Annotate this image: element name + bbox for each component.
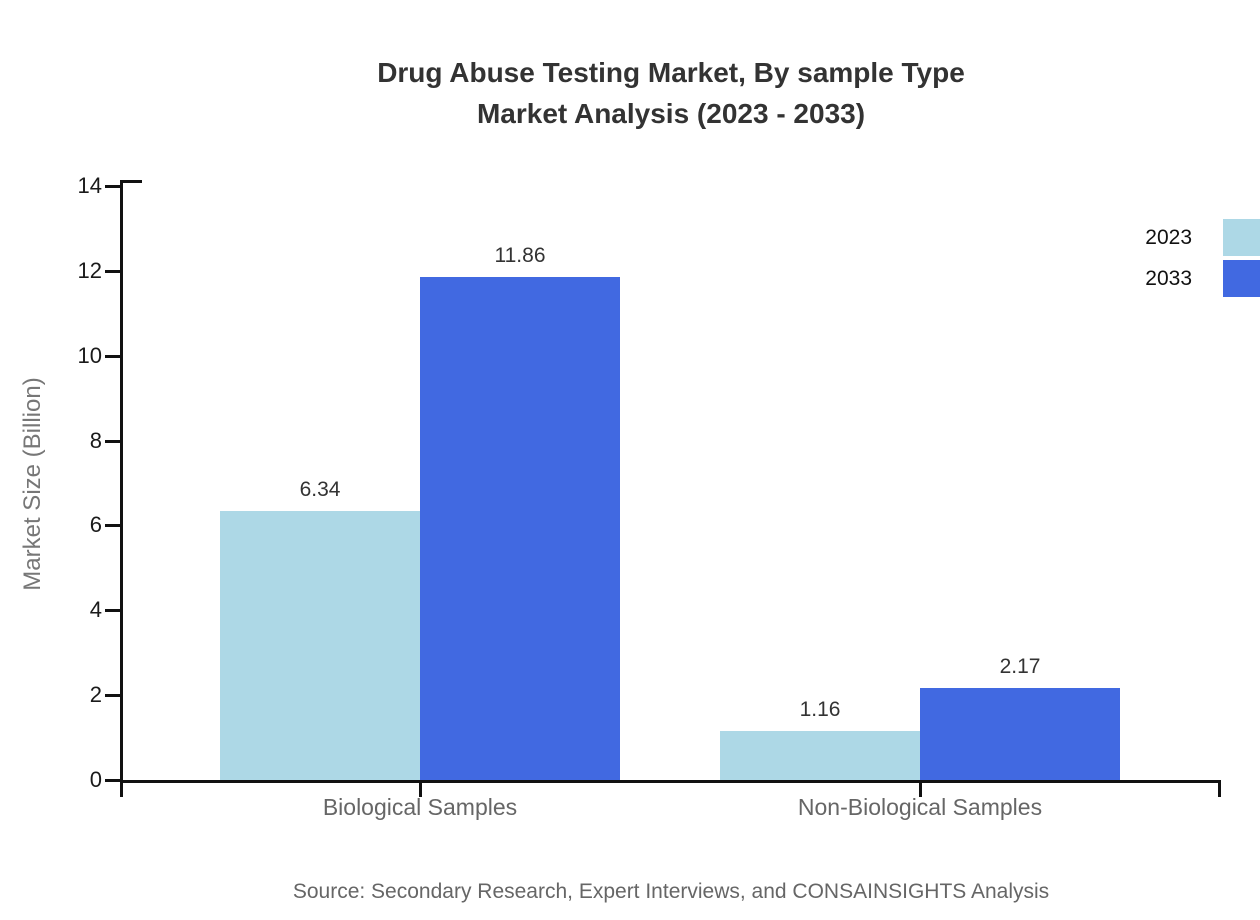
bar-value-label: 6.34 [299, 478, 341, 501]
y-axis-tick [105, 269, 120, 273]
legend-swatch [1223, 219, 1260, 256]
y-axis-tick [105, 694, 120, 698]
y-axis-tick [105, 524, 120, 528]
bar-value-label: 1.16 [799, 697, 841, 721]
x-axis-tick [919, 783, 922, 797]
y-tick-label: 8 [89, 427, 102, 453]
y-tick-label: 4 [89, 597, 102, 623]
legend-label: 2023 [1145, 225, 1192, 249]
legend-swatch [1223, 260, 1260, 297]
legend-item-2033: 2033 [1020, 260, 1260, 297]
y-tick-label: 12 [77, 257, 102, 283]
x-axis-tick [419, 783, 422, 797]
legend-label: 2033 [1145, 266, 1192, 290]
bar-2023-non-biological-samples [720, 730, 920, 780]
x-category-label: Biological Samples [322, 794, 518, 820]
y-tick-label: 10 [77, 342, 102, 368]
x-axis-end-tick [1218, 780, 1221, 797]
y-tick-label: 0 [89, 767, 102, 792]
chart-title-line2: Market Analysis (2023 - 2033) [476, 98, 866, 129]
y-tick-label: 6 [89, 512, 102, 538]
bar-value-label: 11.86 [494, 243, 546, 267]
chart-title: Drug Abuse Testing Market, By sample Typ… [122, 52, 1220, 134]
source-note: Source: Secondary Research, Expert Inter… [292, 880, 1050, 903]
y-axis-label: Market Size (Billion) [19, 377, 46, 591]
x-category-label: Non-Biological Samples [797, 794, 1043, 820]
y-tick-label: 14 [77, 173, 102, 198]
y-axis-tick [105, 779, 120, 782]
y-axis-line [120, 180, 123, 797]
bar-2023-biological-samples [220, 511, 420, 780]
legend: 2023 2033 [1020, 219, 1260, 301]
chart-title-line1: Drug Abuse Testing Market, By sample Typ… [377, 57, 965, 88]
bar-2033-biological-samples [420, 276, 620, 780]
legend-item-2023: 2023 [1020, 219, 1260, 256]
y-axis-tick [105, 609, 120, 613]
x-axis-line [120, 780, 1221, 783]
y-axis-tick [105, 185, 120, 188]
y-axis-tick [105, 354, 120, 358]
y-axis-top-cap [120, 180, 142, 183]
y-tick-label: 2 [89, 682, 102, 708]
y-axis-tick [105, 439, 120, 443]
bar-value-label: 2.17 [999, 654, 1041, 678]
bar-2033-non-biological-samples [920, 687, 1120, 780]
